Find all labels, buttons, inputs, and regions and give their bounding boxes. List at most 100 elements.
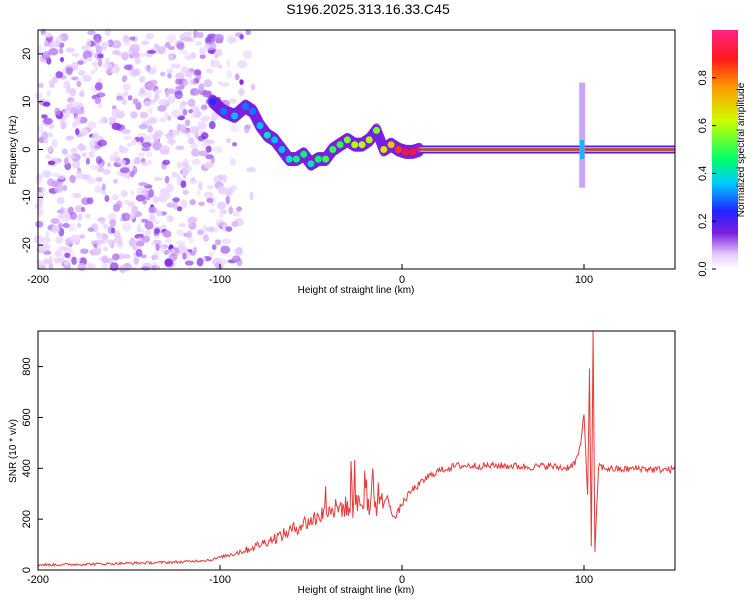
- noise-blob: [205, 68, 214, 74]
- noise-blob: [154, 93, 160, 101]
- noise-blob: [202, 90, 212, 98]
- noise-blob: [91, 133, 100, 141]
- noise-blob: [236, 206, 243, 212]
- track-point: [242, 103, 249, 110]
- colorbar: 0.0 0.2 0.4 0.6 0.8 Normalized spectral ampl…: [697, 30, 747, 277]
- noise-blob: [140, 254, 147, 259]
- noise-blob: [50, 81, 55, 89]
- noise-blob: [166, 34, 177, 43]
- noise-blob: [112, 178, 118, 184]
- track-point: [343, 136, 351, 144]
- track-point: [387, 141, 395, 149]
- noise-blob: [160, 71, 166, 77]
- noise-blob: [135, 248, 143, 257]
- noise-blob: [198, 201, 205, 206]
- noise-blob: [113, 40, 121, 46]
- noise-blob: [121, 52, 129, 61]
- noise-blob: [134, 156, 141, 165]
- noise-blob: [128, 238, 136, 247]
- noise-blob: [35, 177, 43, 185]
- noise-blob: [230, 123, 240, 133]
- noise-blob: [97, 103, 104, 109]
- noise-blob: [186, 77, 194, 86]
- noise-blob: [76, 143, 85, 151]
- noise-blob: [120, 189, 128, 198]
- noise-blob: [153, 220, 160, 225]
- noise-blob: [87, 227, 95, 232]
- noise-blob: [93, 243, 98, 248]
- noise-blob: [147, 50, 156, 54]
- noise-blob: [106, 162, 112, 168]
- noise-blob: [164, 258, 173, 267]
- noise-blob: [239, 34, 244, 40]
- noise-blob: [187, 98, 196, 107]
- noise-blob: [181, 129, 191, 134]
- noise-blob: [145, 151, 153, 158]
- colorbar-tick-label: 0.0: [697, 261, 709, 276]
- noise-blob: [71, 52, 80, 57]
- noise-blob: [101, 190, 107, 196]
- noise-blob: [168, 248, 176, 254]
- noise-blob: [188, 236, 194, 244]
- noise-blob: [147, 125, 154, 133]
- noise-blob: [43, 117, 53, 125]
- noise-blob: [41, 131, 48, 140]
- noise-blob: [180, 162, 189, 168]
- snr-panel: -200 -100 0 100 0 200 400 600 800 Height of str…: [8, 330, 676, 596]
- noise-blob: [70, 147, 78, 154]
- noise-blob: [206, 184, 214, 190]
- noise-blob: [64, 252, 71, 258]
- noise-blob: [220, 82, 230, 87]
- noise-blob: [109, 262, 119, 272]
- noise-blob: [228, 206, 233, 215]
- noise-blob: [166, 215, 174, 223]
- noise-blob: [82, 74, 92, 82]
- spectrogram-y-axis-label: Frequency (Hz): [8, 116, 19, 185]
- noise-blob: [101, 264, 108, 268]
- noise-blob: [67, 206, 74, 215]
- noise-blob: [116, 241, 124, 248]
- noise-blob: [119, 167, 130, 174]
- noise-blob: [159, 117, 167, 123]
- noise-blob: [193, 246, 197, 254]
- glitch-core: [580, 139, 585, 160]
- noise-blob: [219, 210, 224, 219]
- noise-blob: [55, 71, 63, 79]
- noise-blob: [184, 260, 194, 266]
- figure-title: S196.2025.313.16.33.C45: [286, 1, 450, 17]
- noise-blob: [65, 135, 75, 141]
- noise-blob: [77, 222, 82, 228]
- spectrogram-x-ticks: -200 -100 0 100: [27, 264, 593, 286]
- noise-blob: [136, 186, 147, 196]
- track-point: [329, 146, 337, 153]
- noise-blob: [44, 257, 49, 266]
- noise-blob: [60, 57, 64, 63]
- noise-blob: [87, 30, 96, 36]
- noise-blob: [38, 82, 44, 89]
- y-tick-label: -10: [21, 189, 33, 205]
- colorbar-gradient: [712, 30, 738, 269]
- x-tick-label: 100: [575, 274, 593, 286]
- noise-blob: [198, 121, 207, 130]
- noise-blob: [122, 83, 132, 91]
- noise-blob: [94, 239, 104, 245]
- noise-blob: [132, 68, 141, 76]
- track-point: [336, 141, 344, 149]
- noise-blob: [162, 159, 171, 165]
- noise-blob: [166, 68, 174, 74]
- noise-blob: [122, 222, 132, 232]
- track-point: [300, 150, 308, 158]
- noise-blob: [181, 31, 192, 40]
- noise-blob: [249, 191, 254, 201]
- x-tick-label: 0: [399, 574, 405, 586]
- noise-blob: [119, 146, 129, 154]
- noise-blob: [37, 44, 43, 54]
- noise-blob: [123, 90, 129, 97]
- noise-blob: [67, 223, 77, 232]
- noise-blob: [51, 76, 59, 84]
- noise-blob: [185, 55, 194, 61]
- noise-blob: [191, 158, 201, 166]
- noise-blob: [37, 187, 43, 193]
- noise-blob: [69, 88, 77, 97]
- noise-blob: [178, 223, 186, 228]
